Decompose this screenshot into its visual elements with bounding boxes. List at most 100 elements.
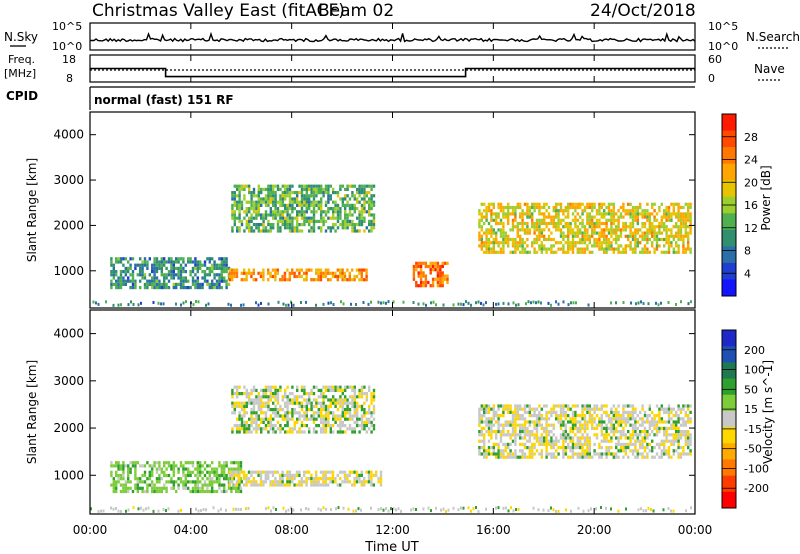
heatmap-cell [562, 212, 565, 216]
heatmap-cell [110, 461, 113, 465]
heatmap-cell [509, 237, 512, 242]
heatmap-cell [595, 244, 599, 248]
heatmap-cell [293, 473, 296, 477]
heatmap-cell [550, 423, 553, 427]
heatmap-cell [291, 216, 294, 220]
heatmap-cell [267, 268, 270, 272]
heatmap-cell [653, 446, 656, 450]
heatmap-cell [569, 455, 572, 459]
heatmap-cell [255, 417, 258, 421]
heatmap-cell [483, 426, 486, 430]
heatmap-cell [343, 278, 347, 282]
heatmap-cell [624, 433, 627, 437]
heatmap-cell [332, 388, 335, 392]
heatmap-cell [158, 473, 161, 478]
heatmap-cell [562, 237, 565, 242]
heatmap-cell [240, 392, 244, 396]
heatmap-cell [245, 477, 248, 481]
heatmap-cell [262, 223, 265, 227]
heatmap-cell [112, 507, 115, 511]
heatmap-cell [102, 509, 105, 513]
heatmap-cell [684, 404, 687, 408]
heatmap-cell [153, 273, 156, 277]
heatmap-cell [344, 187, 347, 191]
heatmap-cell [269, 427, 272, 431]
heatmap-cell [485, 455, 488, 459]
heatmap-cell [267, 200, 270, 204]
heatmap-cell [286, 424, 289, 428]
heatmap-cell [634, 237, 637, 242]
heatmap-cell [363, 427, 366, 431]
heatmap-cell [331, 470, 335, 474]
heatmap-cell [545, 202, 548, 206]
heatmap-cell [492, 237, 495, 242]
heatmap-cell [576, 247, 579, 251]
heatmap-cell [684, 442, 687, 446]
heatmap-cell [148, 273, 151, 277]
heatmap-cell [655, 423, 659, 427]
heatmap-cell [507, 221, 510, 226]
heatmap-cell [322, 187, 325, 191]
heatmap-cell [300, 274, 303, 279]
heatmap-cell [238, 414, 241, 418]
heatmap-cell [211, 257, 214, 261]
heatmap-cell [172, 464, 175, 468]
colorbar-tick-label: 24 [744, 154, 758, 167]
heatmap-cell [281, 213, 284, 217]
heatmap-cell [487, 209, 491, 213]
heatmap-cell [514, 247, 517, 251]
heatmap-cell [155, 486, 159, 490]
heatmap-cell [343, 470, 347, 474]
heatmap-cell [502, 250, 505, 254]
heatmap-cell [203, 483, 207, 487]
heatmap-cell [641, 237, 644, 242]
heatmap-cell [296, 388, 299, 392]
heatmap-cell [300, 424, 304, 428]
colorbar-swatch [722, 147, 736, 165]
heatmap-cell [238, 200, 241, 204]
heatmap-cell [257, 401, 260, 405]
heatmap-cell [581, 212, 584, 216]
heatmap-cell [194, 480, 197, 484]
heatmap-cell [336, 430, 340, 434]
heatmap-cell [286, 404, 289, 408]
heatmap-cell [555, 221, 558, 226]
heatmap-cell [514, 452, 517, 456]
heatmap-cell [564, 426, 567, 430]
heatmap-cell [543, 430, 546, 434]
heatmap-cell [196, 266, 199, 270]
heatmap-cell [667, 237, 671, 242]
heatmap-cell [477, 509, 480, 513]
heatmap-cell [155, 270, 159, 274]
heatmap-cell [514, 410, 517, 414]
heatmap-cell [431, 268, 435, 272]
heatmap-cell [324, 427, 328, 431]
heatmap-cell [360, 213, 364, 217]
heatmap-cell [687, 215, 690, 219]
heatmap-cell [663, 407, 666, 411]
heatmap-cell [523, 228, 527, 232]
heatmap-cell [203, 276, 207, 280]
y-tick-label: 3000 [53, 173, 84, 187]
heatmap-cell [295, 274, 299, 279]
heatmap-cell [641, 423, 644, 427]
heatmap-cell [619, 446, 623, 450]
heatmap-cell [591, 426, 594, 430]
heatmap-cell [526, 404, 529, 408]
heatmap-cell [339, 385, 342, 389]
heatmap-cell [672, 436, 675, 440]
heatmap-cell [122, 489, 125, 494]
heatmap-cell [528, 449, 531, 453]
heatmap-cell [223, 266, 226, 270]
heatmap-cell [509, 410, 512, 414]
heatmap-cell [293, 226, 296, 230]
heatmap-cell [648, 221, 651, 226]
heatmap-cell [245, 473, 248, 477]
heatmap-cell [346, 268, 349, 272]
heatmap-cell [521, 247, 524, 251]
heatmap-cell [480, 446, 483, 450]
heatmap-cell [497, 442, 500, 446]
heatmap-cell [667, 414, 671, 418]
heatmap-cell [629, 225, 632, 229]
heatmap-cell [298, 274, 301, 279]
